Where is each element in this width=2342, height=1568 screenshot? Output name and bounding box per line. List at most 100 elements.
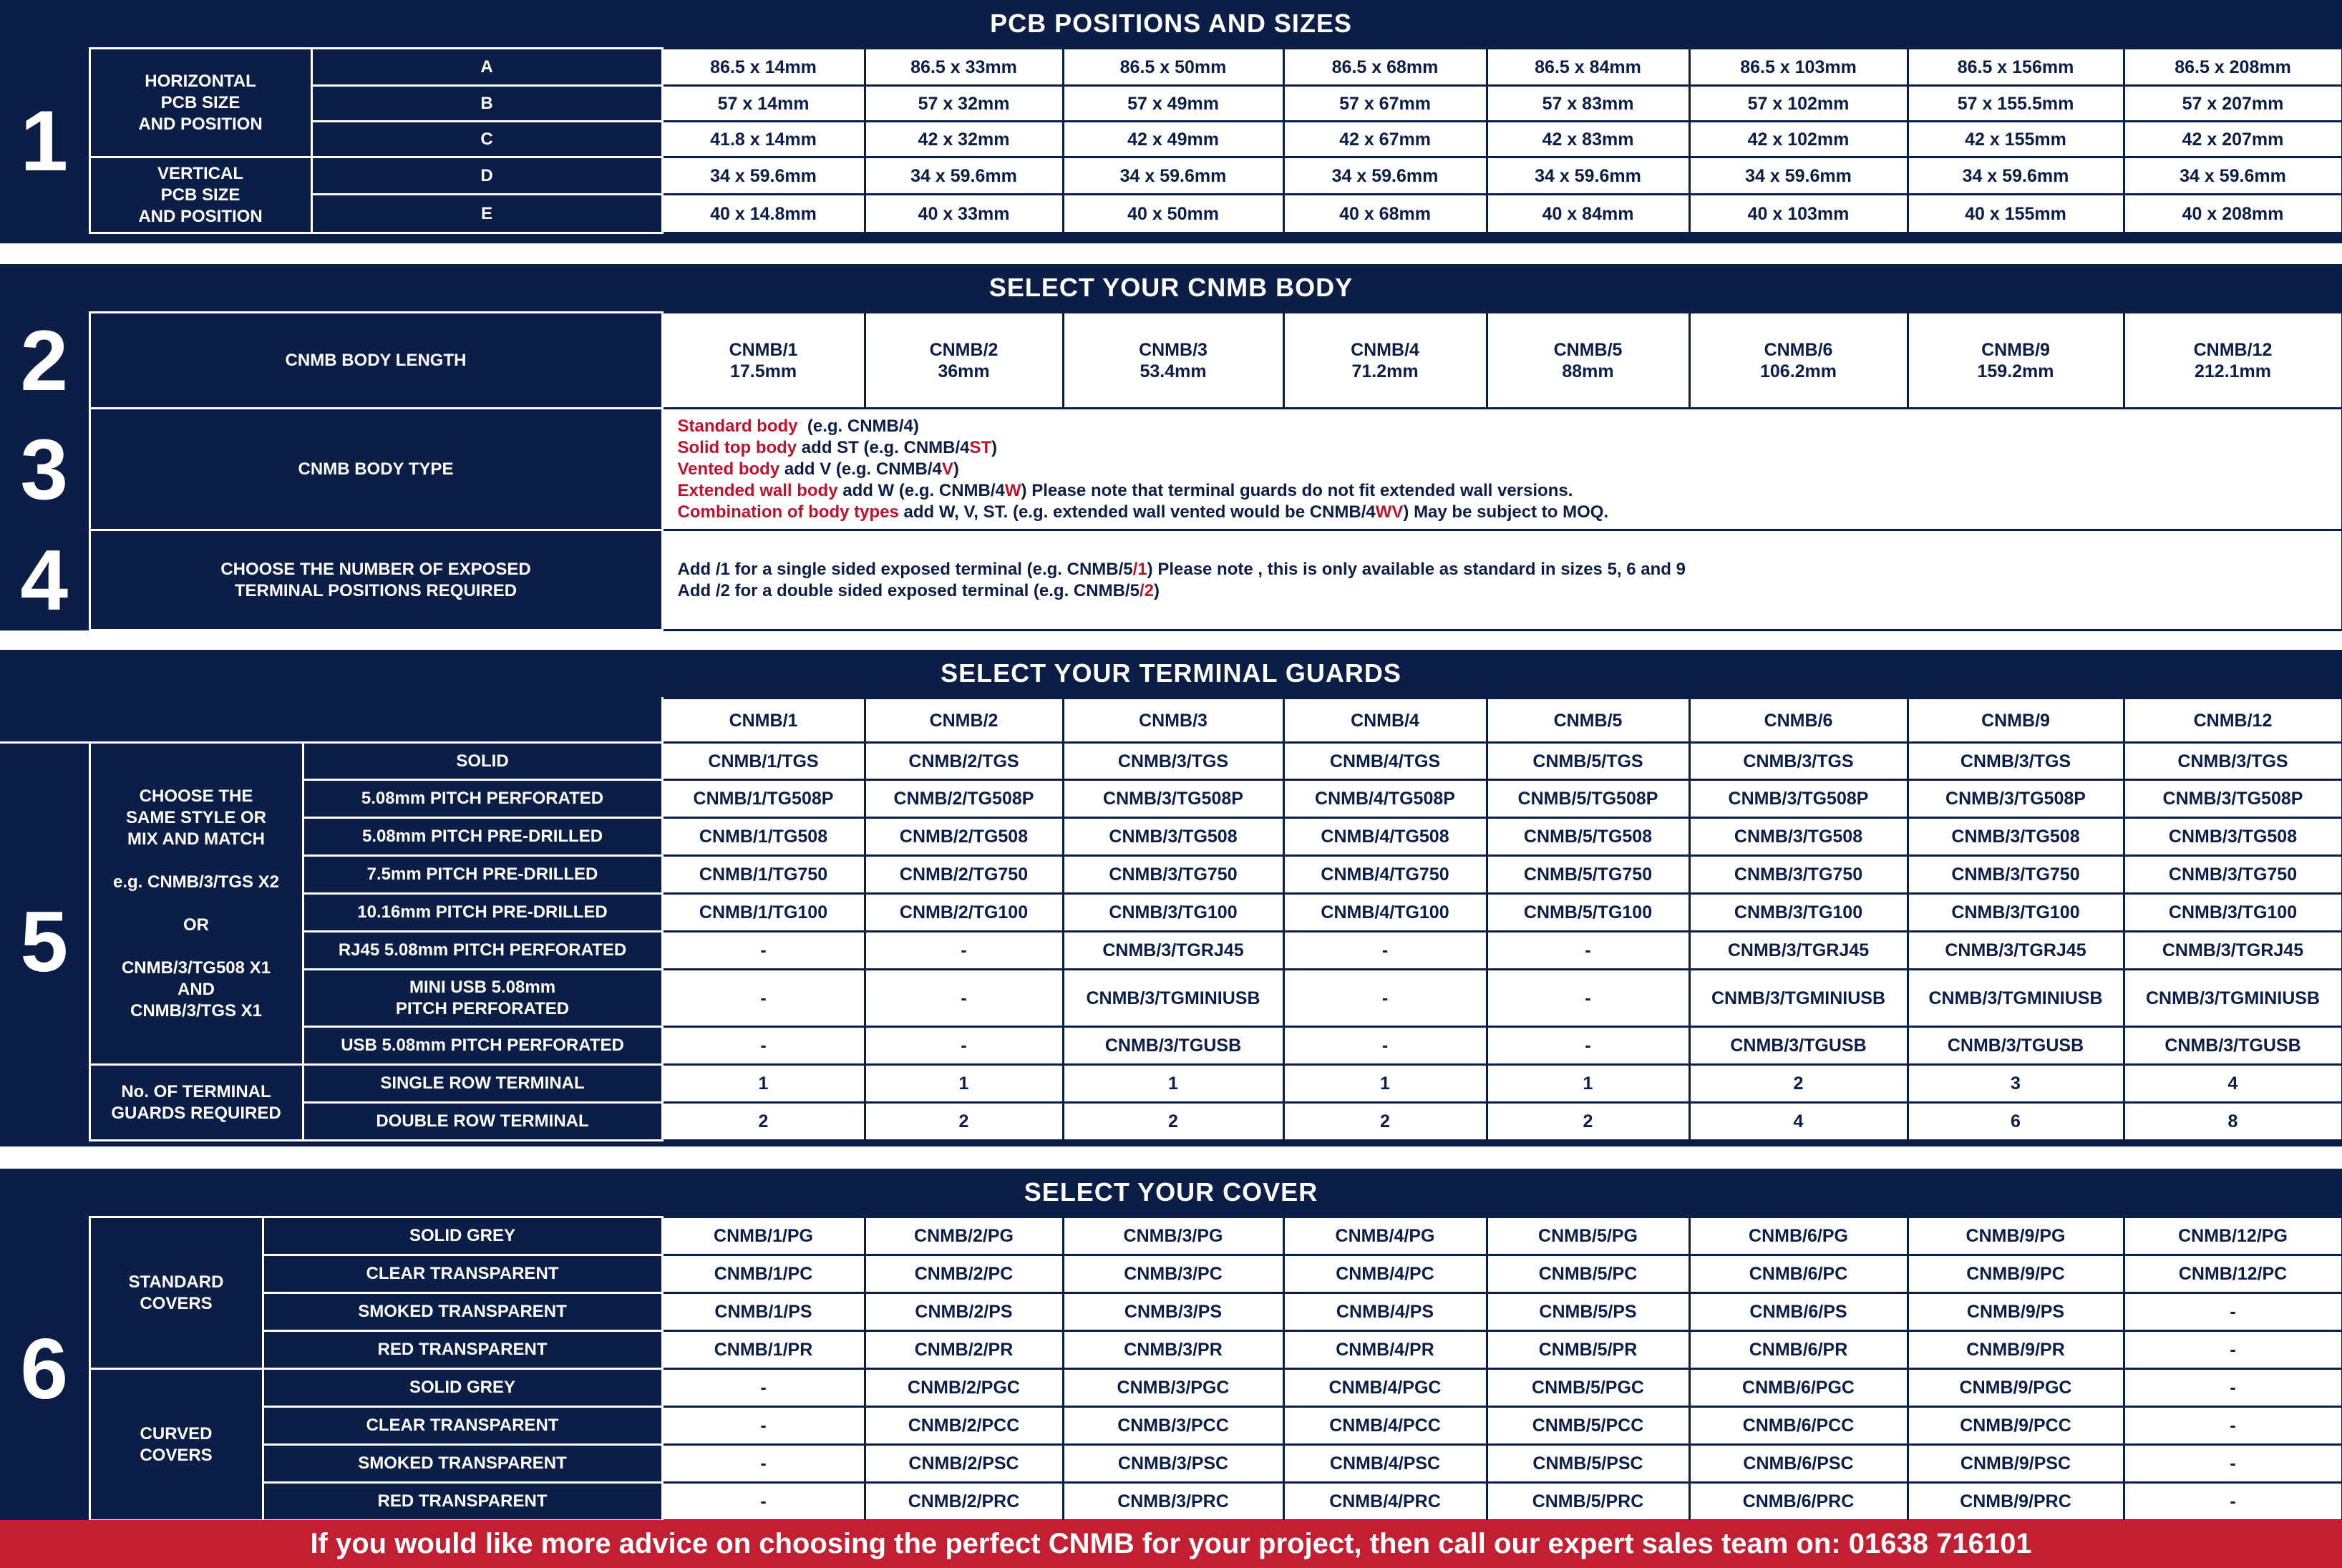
highlight-text: Vented body — [677, 459, 780, 479]
cover-part-cell: CNMB/12/PC — [2122, 1254, 2342, 1294]
label-line: 7.5mm PITCH PRE-DRILLED — [366, 865, 598, 884]
guards-column-header: CNMB/9 — [1906, 697, 2125, 744]
vertical-pcb-label: VERTICAL PCB SIZE AND POSITION — [88, 156, 313, 234]
pcb-size-cell: 86.5 x 68mm — [1282, 47, 1488, 87]
label-line: 10.16mm PITCH PRE-DRILLED — [357, 902, 608, 922]
guard-count-cell: 2 — [1688, 1063, 1909, 1104]
terminal-guards-table: CNMB/1 CNMB/2 CNMB/3 CNMB/4 CNMB/5 CNMB/6 CNMB… — [0, 697, 2342, 1141]
cover-part-cell: - — [2122, 1330, 2342, 1370]
guard-part-cell: CNMB/3/TG100 — [2122, 892, 2342, 932]
pcb-size-cell: 57 x 207mm — [2122, 84, 2342, 122]
guard-part-cell: - — [661, 968, 866, 1028]
description-text: add ST (e.g. CNMB/4 — [797, 437, 970, 457]
pcb-size-cell: 40 x 33mm — [863, 193, 1064, 234]
label-line: GUARDS REQUIRED — [111, 1103, 281, 1123]
cover-part-cell: CNMB/4/PSC — [1282, 1443, 1488, 1484]
label-line: CHOOSE THE — [139, 786, 253, 806]
label-line: PCB SIZE — [160, 185, 240, 205]
pcb-size-cell: 57 x 83mm — [1485, 84, 1691, 122]
cover-part-cell: CNMB/4/PCC — [1282, 1406, 1488, 1446]
pcb-size-cell: 86.5 x 208mm — [2122, 47, 2342, 87]
cover-finish-label: SMOKED TRANSPARENT — [261, 1292, 664, 1332]
cover-part-cell: CNMB/1/PR — [661, 1330, 866, 1370]
label-line: VERTICAL — [157, 163, 243, 183]
description-line: Vented body add V (e.g. CNMB/4V) — [678, 459, 2341, 480]
guard-count-cell: 6 — [1906, 1101, 2125, 1141]
body-name: CNMB/6 — [1764, 339, 1833, 360]
pcb-size-row: E 40 x 14.8mm 40 x 33mm 40 x 50mm 40 x 68mm 4… — [0, 193, 2342, 234]
guard-style-label: 10.16mm PITCH PRE-DRILLED — [301, 892, 664, 932]
step-number-1: 1 — [0, 48, 91, 233]
description-text: ) — [953, 459, 959, 479]
guard-count-cell: 2 — [1485, 1101, 1691, 1141]
highlight-text: /2 — [1139, 580, 1154, 600]
description-text: Add /1 for a single sided exposed termin… — [677, 559, 1133, 579]
guard-part-cell: CNMB/2/TG750 — [863, 854, 1064, 895]
pcb-size-cell: 86.5 x 50mm — [1061, 47, 1285, 87]
guard-part-cell: CNMB/3/TGRJ45 — [1906, 930, 2125, 970]
label-line: OR — [183, 915, 209, 935]
pcb-size-cell: 34 x 59.6mm — [1282, 156, 1488, 195]
description-line: Add /2 for a double sided exposed termin… — [678, 580, 2341, 602]
cover-row: CURVED COVERS SOLID GREY - CNMB/2/PGC CNMB/3/… — [0, 1368, 2342, 1521]
guard-part-cell: CNMB/3/TG508P — [1061, 779, 1285, 819]
guard-count-cell: 1 — [863, 1063, 1064, 1104]
guard-part-cell: CNMB/4/TG750 — [1282, 854, 1488, 895]
cover-part-cell: CNMB/3/PG — [1061, 1216, 1285, 1256]
body-type-description: Standard body (e.g. CNMB/4) Solid top bod… — [661, 407, 2342, 531]
guard-part-cell: CNMB/3/TGUSB — [1688, 1026, 1909, 1066]
cover-part-cell: CNMB/3/PR — [1061, 1330, 1285, 1370]
body-length-cell: CNMB/6 106.2mm — [1688, 311, 1909, 409]
highlight-text: /1 — [1132, 559, 1147, 579]
description-text: ) Please note , this is only available a… — [1147, 559, 1686, 579]
cover-part-cell: CNMB/4/PG — [1282, 1216, 1488, 1256]
label-line: 5.08mm PITCH PERFORATED — [361, 789, 604, 808]
cover-part-cell: CNMB/2/PG — [863, 1216, 1064, 1256]
guard-style-row: 5.08mm PITCH PERFORATED CNMB/1/TG508P CNMB… — [0, 779, 2342, 819]
pcb-position-label: E — [310, 193, 664, 234]
guard-part-cell: CNMB/3/TGUSB — [1061, 1026, 1285, 1066]
guard-part-cell: CNMB/4/TG508 — [1282, 817, 1488, 857]
step-number-3: 3 — [0, 408, 91, 530]
highlight-text: W — [1004, 480, 1021, 500]
guard-count-row: No. OF TERMINAL GUARDS REQUIRED SINGLE ROW… — [0, 1063, 2342, 1141]
exposed-terminal-description: Add /1 for a single sided exposed termin… — [661, 529, 2342, 631]
terminal-row-label: DOUBLE ROW TERMINAL — [301, 1101, 664, 1141]
guard-part-cell: - — [661, 1026, 866, 1066]
cover-finish-label: CLEAR TRANSPARENT — [261, 1254, 664, 1294]
pcb-size-row: C 41.8 x 14mm 42 x 32mm 42 x 49mm 42 x 67mm 4… — [0, 120, 2342, 158]
guard-part-cell: CNMB/5/TG508 — [1485, 817, 1691, 857]
guard-count-cell: 2 — [661, 1101, 866, 1141]
guard-count-cell: 4 — [2122, 1063, 2342, 1104]
guard-part-cell: CNMB/3/TG508 — [2122, 817, 2342, 857]
cover-part-cell: CNMB/2/PC — [863, 1254, 1064, 1294]
pcb-position-label: B — [310, 84, 664, 122]
cover-part-cell: CNMB/3/PCC — [1061, 1406, 1285, 1446]
cover-row: RED TRANSPARENT - CNMB/2/PRC CNMB/3/PRC CNMB… — [0, 1481, 2342, 1521]
guards-header-row: CNMB/1 CNMB/2 CNMB/3 CNMB/4 CNMB/5 CNMB/6 CNMB… — [0, 697, 2342, 744]
guard-part-cell: CNMB/3/TG508 — [1061, 817, 1285, 857]
cover-part-cell: - — [661, 1443, 866, 1484]
cover-part-cell: CNMB/4/PRC — [1282, 1481, 1488, 1521]
pcb-size-cell: 42 x 102mm — [1688, 120, 1909, 158]
cover-part-cell: CNMB/6/PC — [1688, 1254, 1909, 1294]
guards-required-label: No. OF TERMINAL GUARDS REQUIRED — [88, 1063, 304, 1141]
cover-part-cell: CNMB/9/PRC — [1906, 1481, 2125, 1521]
body-name: CNMB/12 — [2193, 339, 2273, 360]
pcb-size-cell: 86.5 x 14mm — [661, 47, 866, 87]
pcb-size-cell: 57 x 102mm — [1688, 84, 1909, 122]
cover-part-cell: CNMB/9/PS — [1906, 1292, 2125, 1332]
description-text: (e.g. CNMB/4) — [797, 416, 919, 436]
guard-part-cell: CNMB/3/TGMINIUSB — [2122, 968, 2342, 1028]
cover-part-cell: CNMB/3/PRC — [1061, 1481, 1285, 1521]
cover-part-cell: CNMB/5/PR — [1485, 1330, 1691, 1370]
pcb-position-label: A — [310, 47, 664, 87]
guard-count-cell: 1 — [661, 1063, 866, 1104]
pcb-size-cell: 40 x 155mm — [1906, 193, 2125, 234]
cover-part-cell: CNMB/6/PG — [1688, 1216, 1909, 1256]
guard-part-cell: CNMB/3/TG750 — [1906, 854, 2125, 895]
pcb-size-cell: 86.5 x 84mm — [1485, 47, 1691, 87]
description-text: ) May be subject to MOQ. — [1403, 502, 1609, 522]
cover-part-cell: CNMB/6/PRC — [1688, 1481, 1909, 1521]
cover-part-cell: CNMB/5/PRC — [1485, 1481, 1691, 1521]
